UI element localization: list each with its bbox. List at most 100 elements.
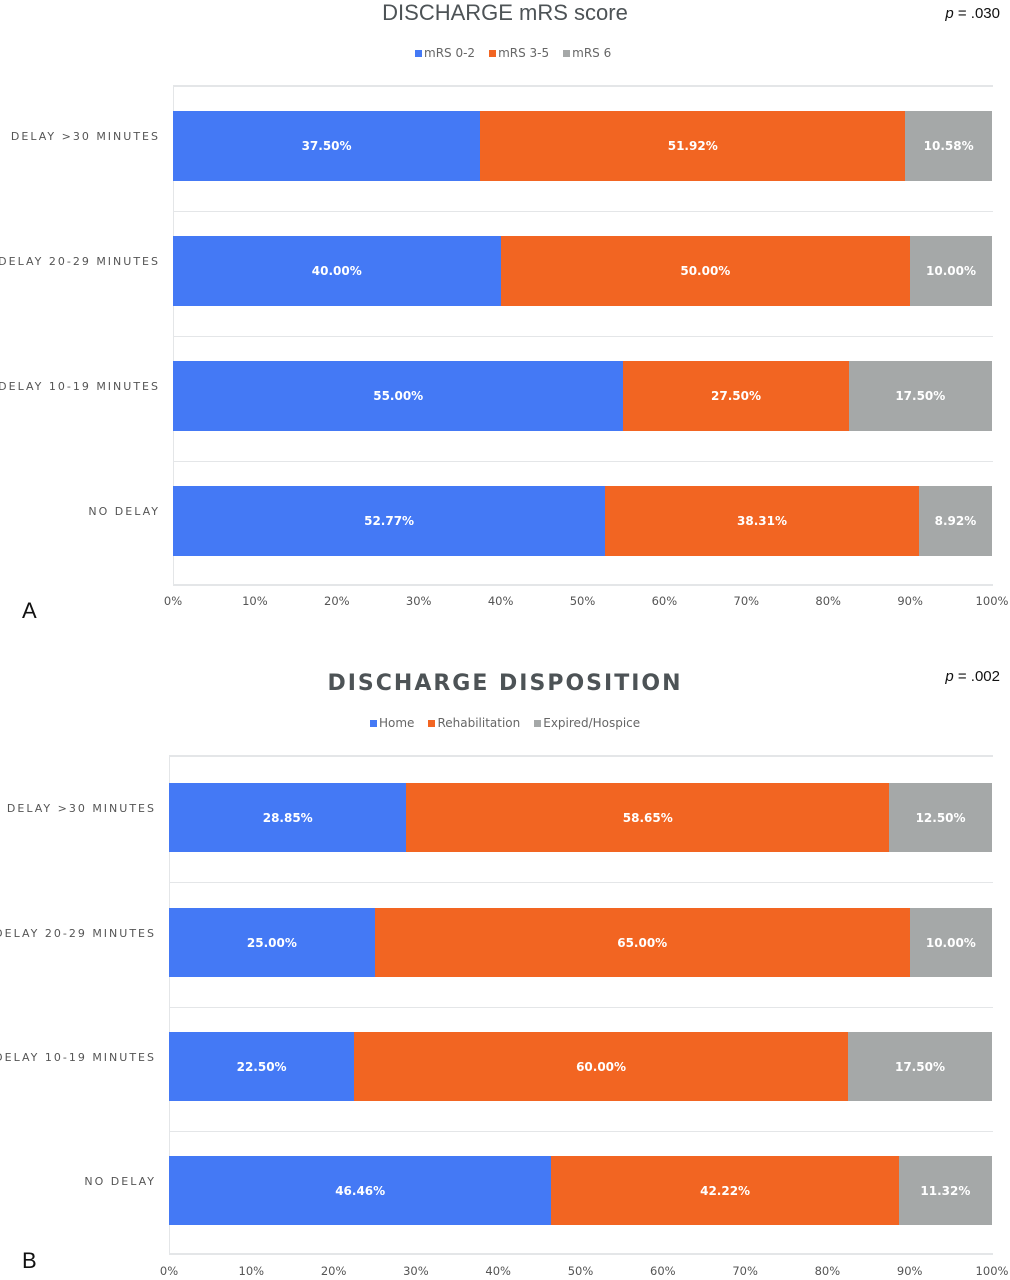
- legend-swatch: [415, 50, 422, 57]
- data-label: 27.50%: [711, 389, 762, 403]
- legend-label: mRS 6: [572, 46, 612, 60]
- bar-segment: 12.50%: [889, 783, 992, 852]
- category-label: NO DELAY: [84, 1174, 156, 1188]
- data-label: 17.50%: [895, 389, 946, 403]
- data-label: 10.58%: [923, 139, 974, 153]
- bar-row: 22.50% 60.00% 17.50%: [169, 1032, 992, 1101]
- x-tick-label: 0%: [163, 594, 183, 608]
- plot-area: [173, 85, 993, 586]
- bar-segment: 17.50%: [848, 361, 992, 431]
- bar-segment: 38.31%: [605, 486, 919, 556]
- data-label: 50.00%: [680, 264, 731, 278]
- legend: Home Rehabilitation Expired/Hospice: [370, 716, 640, 730]
- x-tick-label: 40%: [487, 594, 514, 608]
- x-tick-label: 50%: [567, 1264, 594, 1278]
- legend-label: Home: [379, 716, 415, 730]
- bar-segment: 10.00%: [909, 908, 992, 977]
- bar-segment: 55.00%: [173, 361, 624, 431]
- p-value-symbol: p: [945, 668, 954, 685]
- bar-row: 37.50% 51.92% 10.58%: [173, 111, 992, 181]
- x-tick-label: 50%: [569, 594, 596, 608]
- legend-label: mRS 3-5: [498, 46, 550, 60]
- category-label: DELAY 20-29 MINUTES: [0, 255, 160, 268]
- chart-title: DISCHARGE DISPOSITION: [327, 671, 683, 696]
- bar-segment: 28.85%: [169, 783, 407, 852]
- bar-segment: 46.46%: [169, 1156, 552, 1225]
- panel-label: A: [22, 598, 37, 623]
- x-tick-label: 30%: [405, 594, 432, 608]
- x-tick-label: 70%: [732, 1264, 758, 1278]
- x-tick-label: 80%: [815, 594, 841, 608]
- legend: mRS 0-2 mRS 3-5 mRS 6: [415, 46, 611, 60]
- p-value-text: = .030: [953, 5, 1000, 22]
- bar-segment: 11.32%: [898, 1156, 992, 1225]
- chart-title: DISCHARGE mRS score: [382, 0, 628, 25]
- legend-item: mRS 6: [563, 46, 611, 60]
- bar-segment: 37.50%: [173, 111, 481, 181]
- plot-area: [169, 755, 993, 1255]
- x-tick-label: 80%: [814, 1264, 841, 1278]
- legend-swatch: [534, 720, 542, 727]
- category-label: DELAY 20-29 MINUTES: [0, 926, 156, 940]
- legend-swatch: [489, 50, 497, 57]
- p-value-symbol: p: [945, 5, 954, 22]
- data-label: 42.22%: [700, 1183, 751, 1198]
- legend-item: mRS 3-5: [489, 46, 549, 60]
- x-tick-label: 60%: [650, 1264, 676, 1278]
- bar-segment: 10.58%: [905, 111, 992, 181]
- legend-item: mRS 0-2: [415, 46, 475, 60]
- bar-row: 28.85% 58.65% 12.50%: [169, 783, 992, 852]
- data-label: 10.00%: [926, 264, 977, 278]
- data-label: 55.00%: [373, 389, 424, 403]
- bar-segment: 52.77%: [173, 486, 606, 556]
- data-label: 58.65%: [622, 810, 673, 825]
- category-label: NO DELAY: [88, 505, 160, 518]
- category-label: DELAY 10-19 MINUTES: [0, 1050, 156, 1064]
- x-tick-label: 20%: [320, 1264, 347, 1278]
- x-tick-label: 60%: [651, 594, 678, 608]
- p-value: p = .002: [945, 668, 1000, 685]
- data-label: 10.00%: [925, 935, 976, 950]
- bar-segment: 25.00%: [169, 908, 375, 977]
- x-tick-label: 100%: [975, 1264, 1009, 1278]
- row-gridline: [174, 210, 993, 212]
- data-label: 51.92%: [667, 139, 718, 153]
- x-tick-label: 100%: [975, 594, 1009, 608]
- legend-label: Expired/Hospice: [543, 716, 641, 730]
- x-tick-label: 90%: [897, 594, 923, 608]
- bar-row: 40.00% 50.00% 10.00%: [173, 236, 992, 306]
- x-tick-label: 90%: [896, 1264, 923, 1278]
- x-tick-label: 40%: [485, 1264, 511, 1278]
- category-label: DELAY >30 MINUTES: [10, 130, 160, 143]
- data-label: 65.00%: [617, 935, 668, 950]
- x-tick-label: 20%: [324, 594, 350, 608]
- bar-segment: 10.00%: [910, 236, 992, 306]
- x-tick-label: 30%: [403, 1264, 429, 1278]
- data-label: 38.31%: [737, 514, 788, 528]
- bar-segment: 65.00%: [374, 908, 910, 977]
- data-label: 11.32%: [920, 1183, 971, 1198]
- bar-row: 55.00% 27.50% 17.50%: [173, 361, 992, 431]
- category-label: DELAY 10-19 MINUTES: [0, 380, 160, 393]
- legend-swatch: [428, 720, 436, 727]
- p-value-text: = .002: [953, 668, 1000, 685]
- legend-item: Home: [370, 716, 414, 730]
- p-value: p = .030: [945, 5, 1000, 22]
- bar-segment: 27.50%: [623, 361, 849, 431]
- data-label: 40.00%: [311, 264, 362, 278]
- legend-swatch: [370, 720, 377, 727]
- data-label: 46.46%: [335, 1183, 386, 1198]
- data-label: 17.50%: [894, 1059, 945, 1074]
- legend-swatch: [563, 50, 571, 57]
- x-tick-label: 10%: [242, 594, 268, 608]
- row-gridline: [174, 335, 993, 337]
- data-label: 22.50%: [236, 1059, 287, 1074]
- data-label: 12.50%: [915, 810, 966, 825]
- legend-label: Rehabilitation: [437, 716, 521, 730]
- data-label: 60.00%: [576, 1059, 627, 1074]
- data-label: 25.00%: [246, 935, 297, 950]
- bar-segment: 42.22%: [551, 1156, 899, 1225]
- x-tick-label: 0%: [159, 1264, 179, 1278]
- x-tick-label: 70%: [733, 594, 760, 608]
- x-tick-label: 10%: [238, 1264, 265, 1278]
